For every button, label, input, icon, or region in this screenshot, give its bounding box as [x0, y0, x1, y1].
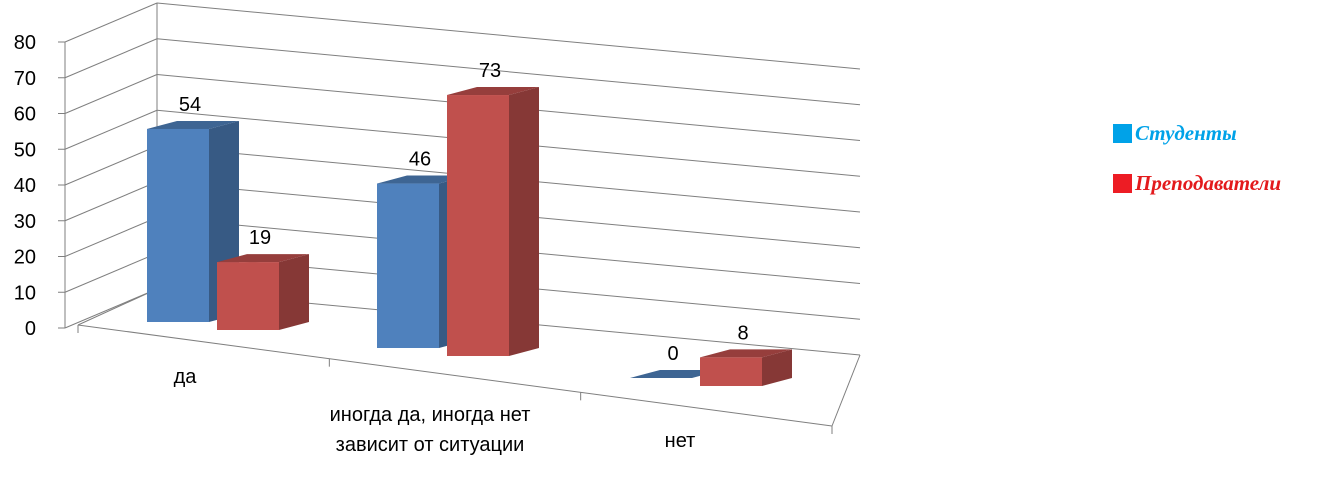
bar-top — [147, 120, 239, 129]
y-tick-label: 60 — [14, 104, 36, 126]
x-tick-label: да — [173, 366, 197, 388]
floor-edge — [831, 354, 861, 427]
bar-side — [509, 87, 539, 357]
y-tick-label: 70 — [14, 68, 36, 90]
y-tick-label: 10 — [14, 282, 36, 304]
bar-front — [377, 183, 439, 348]
bar-top — [700, 349, 792, 358]
bar-front — [700, 357, 762, 386]
bar — [217, 254, 309, 330]
data-label: 54 — [179, 94, 201, 116]
y-tick-label: 50 — [14, 139, 36, 161]
bars — [147, 87, 792, 386]
side-gridline — [64, 109, 158, 150]
bar — [630, 370, 722, 378]
bar — [700, 349, 792, 386]
bar-front — [447, 95, 509, 357]
bar-front — [147, 128, 209, 322]
y-tick-label: 20 — [14, 247, 36, 269]
bar-front — [217, 262, 279, 330]
x-tick-label: нет — [664, 430, 696, 452]
bar — [147, 120, 239, 322]
data-labels: 54 19 46 73 0 8 — [179, 60, 749, 365]
y-tick-label: 40 — [14, 175, 36, 197]
side-gridline — [64, 252, 158, 293]
y-axis-ticks: 0 10 20 30 40 50 60 70 80 — [14, 32, 65, 340]
gridline — [156, 2, 861, 70]
bar-top — [630, 370, 722, 378]
legend-swatch-series-2 — [1113, 174, 1132, 193]
bar-top — [377, 175, 469, 184]
y-tick-label: 0 — [25, 318, 36, 340]
bar-side — [762, 349, 792, 386]
side-gridline — [64, 38, 158, 79]
floor-edge — [77, 288, 158, 326]
side-gridline — [64, 2, 158, 43]
data-label: 46 — [409, 149, 431, 171]
bar — [447, 87, 539, 357]
legend: Студенты Преподаватели — [1113, 120, 1281, 220]
side-gridline — [64, 74, 158, 114]
bar-top — [217, 254, 309, 263]
data-label: 73 — [479, 60, 501, 82]
side-gridline — [64, 181, 158, 222]
legend-label-series-1: Студенты — [1135, 121, 1237, 145]
data-label: 0 — [667, 343, 678, 365]
bar-top — [447, 87, 539, 96]
data-label: 19 — [249, 227, 271, 249]
data-label: 8 — [737, 322, 748, 344]
y-tick-label: 30 — [14, 211, 36, 233]
bar-side — [279, 254, 309, 330]
side-gridline — [64, 217, 158, 257]
gridline — [156, 38, 861, 106]
x-tick-label: иногда да, иногда нет зависит от ситуаци… — [329, 404, 531, 456]
legend-swatch-series-1 — [1113, 124, 1132, 143]
legend-label-series-2: Преподаватели — [1135, 171, 1282, 195]
x-axis-line — [77, 324, 833, 427]
legend-item-series-1: Студенты — [1113, 120, 1281, 147]
y-tick-label: 80 — [14, 32, 36, 54]
side-gridline — [64, 145, 158, 186]
legend-item-series-2: Преподаватели — [1113, 170, 1281, 197]
